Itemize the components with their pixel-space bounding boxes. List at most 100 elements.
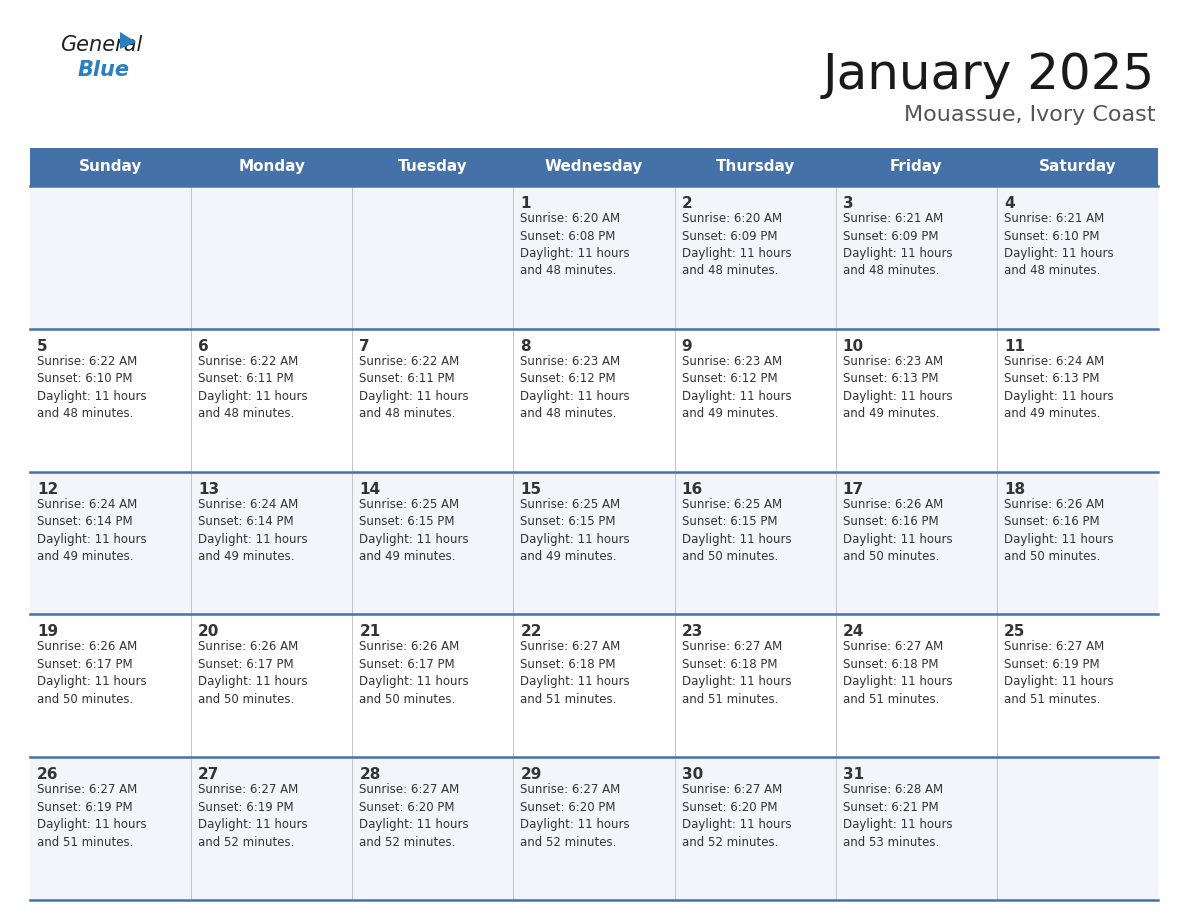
Bar bbox=[675, 614, 835, 757]
Bar bbox=[191, 329, 353, 472]
Text: 29: 29 bbox=[520, 767, 542, 782]
Text: 1: 1 bbox=[520, 196, 531, 211]
Text: Sunrise: 6:25 AM
Sunset: 6:15 PM
Daylight: 11 hours
and 49 minutes.: Sunrise: 6:25 AM Sunset: 6:15 PM Dayligh… bbox=[520, 498, 630, 563]
Text: Sunrise: 6:22 AM
Sunset: 6:11 PM
Daylight: 11 hours
and 48 minutes.: Sunrise: 6:22 AM Sunset: 6:11 PM Dayligh… bbox=[359, 354, 469, 420]
Bar bbox=[513, 148, 675, 186]
Bar bbox=[353, 614, 513, 757]
Bar bbox=[675, 757, 835, 900]
Bar bbox=[513, 329, 675, 472]
Text: Sunrise: 6:20 AM
Sunset: 6:08 PM
Daylight: 11 hours
and 48 minutes.: Sunrise: 6:20 AM Sunset: 6:08 PM Dayligh… bbox=[520, 212, 630, 277]
Bar bbox=[997, 472, 1158, 614]
Bar bbox=[835, 614, 997, 757]
Text: Sunrise: 6:26 AM
Sunset: 6:16 PM
Daylight: 11 hours
and 50 minutes.: Sunrise: 6:26 AM Sunset: 6:16 PM Dayligh… bbox=[842, 498, 953, 563]
Text: Sunrise: 6:25 AM
Sunset: 6:15 PM
Daylight: 11 hours
and 50 minutes.: Sunrise: 6:25 AM Sunset: 6:15 PM Dayligh… bbox=[682, 498, 791, 563]
Bar bbox=[191, 472, 353, 614]
Text: Saturday: Saturday bbox=[1038, 160, 1117, 174]
Bar bbox=[675, 148, 835, 186]
Text: 30: 30 bbox=[682, 767, 703, 782]
Bar bbox=[513, 472, 675, 614]
Text: 8: 8 bbox=[520, 339, 531, 353]
Text: Sunrise: 6:22 AM
Sunset: 6:10 PM
Daylight: 11 hours
and 48 minutes.: Sunrise: 6:22 AM Sunset: 6:10 PM Dayligh… bbox=[37, 354, 146, 420]
Text: 2: 2 bbox=[682, 196, 693, 211]
Bar bbox=[353, 186, 513, 329]
Text: Thursday: Thursday bbox=[715, 160, 795, 174]
Text: Sunrise: 6:27 AM
Sunset: 6:19 PM
Daylight: 11 hours
and 52 minutes.: Sunrise: 6:27 AM Sunset: 6:19 PM Dayligh… bbox=[198, 783, 308, 849]
Text: 13: 13 bbox=[198, 482, 220, 497]
Text: Blue: Blue bbox=[78, 60, 129, 80]
Text: 7: 7 bbox=[359, 339, 369, 353]
Bar bbox=[191, 757, 353, 900]
Text: Sunrise: 6:23 AM
Sunset: 6:13 PM
Daylight: 11 hours
and 49 minutes.: Sunrise: 6:23 AM Sunset: 6:13 PM Dayligh… bbox=[842, 354, 953, 420]
Bar bbox=[835, 186, 997, 329]
Bar bbox=[513, 186, 675, 329]
Text: Sunrise: 6:24 AM
Sunset: 6:13 PM
Daylight: 11 hours
and 49 minutes.: Sunrise: 6:24 AM Sunset: 6:13 PM Dayligh… bbox=[1004, 354, 1113, 420]
Text: Wednesday: Wednesday bbox=[545, 160, 643, 174]
Text: Sunrise: 6:20 AM
Sunset: 6:09 PM
Daylight: 11 hours
and 48 minutes.: Sunrise: 6:20 AM Sunset: 6:09 PM Dayligh… bbox=[682, 212, 791, 277]
Text: 27: 27 bbox=[198, 767, 220, 782]
Text: 18: 18 bbox=[1004, 482, 1025, 497]
Text: Sunrise: 6:26 AM
Sunset: 6:17 PM
Daylight: 11 hours
and 50 minutes.: Sunrise: 6:26 AM Sunset: 6:17 PM Dayligh… bbox=[359, 641, 469, 706]
Bar bbox=[353, 148, 513, 186]
Text: 23: 23 bbox=[682, 624, 703, 640]
Bar bbox=[675, 329, 835, 472]
Text: Sunrise: 6:21 AM
Sunset: 6:10 PM
Daylight: 11 hours
and 48 minutes.: Sunrise: 6:21 AM Sunset: 6:10 PM Dayligh… bbox=[1004, 212, 1113, 277]
Bar bbox=[353, 472, 513, 614]
Text: Sunrise: 6:26 AM
Sunset: 6:17 PM
Daylight: 11 hours
and 50 minutes.: Sunrise: 6:26 AM Sunset: 6:17 PM Dayligh… bbox=[198, 641, 308, 706]
Text: Sunrise: 6:24 AM
Sunset: 6:14 PM
Daylight: 11 hours
and 49 minutes.: Sunrise: 6:24 AM Sunset: 6:14 PM Dayligh… bbox=[198, 498, 308, 563]
Text: Sunrise: 6:27 AM
Sunset: 6:20 PM
Daylight: 11 hours
and 52 minutes.: Sunrise: 6:27 AM Sunset: 6:20 PM Dayligh… bbox=[520, 783, 630, 849]
Bar bbox=[30, 186, 191, 329]
Bar bbox=[835, 329, 997, 472]
Text: Sunrise: 6:26 AM
Sunset: 6:17 PM
Daylight: 11 hours
and 50 minutes.: Sunrise: 6:26 AM Sunset: 6:17 PM Dayligh… bbox=[37, 641, 146, 706]
Text: General: General bbox=[61, 35, 143, 55]
Bar bbox=[30, 148, 191, 186]
Bar bbox=[30, 472, 191, 614]
Bar bbox=[513, 614, 675, 757]
Text: 4: 4 bbox=[1004, 196, 1015, 211]
Text: 22: 22 bbox=[520, 624, 542, 640]
Bar bbox=[997, 148, 1158, 186]
Polygon shape bbox=[120, 32, 135, 49]
Bar bbox=[353, 757, 513, 900]
Text: Sunrise: 6:21 AM
Sunset: 6:09 PM
Daylight: 11 hours
and 48 minutes.: Sunrise: 6:21 AM Sunset: 6:09 PM Dayligh… bbox=[842, 212, 953, 277]
Text: Sunrise: 6:23 AM
Sunset: 6:12 PM
Daylight: 11 hours
and 48 minutes.: Sunrise: 6:23 AM Sunset: 6:12 PM Dayligh… bbox=[520, 354, 630, 420]
Text: 15: 15 bbox=[520, 482, 542, 497]
Bar bbox=[191, 186, 353, 329]
Bar bbox=[835, 757, 997, 900]
Bar bbox=[835, 472, 997, 614]
Text: Sunrise: 6:28 AM
Sunset: 6:21 PM
Daylight: 11 hours
and 53 minutes.: Sunrise: 6:28 AM Sunset: 6:21 PM Dayligh… bbox=[842, 783, 953, 849]
Text: Sunrise: 6:27 AM
Sunset: 6:18 PM
Daylight: 11 hours
and 51 minutes.: Sunrise: 6:27 AM Sunset: 6:18 PM Dayligh… bbox=[842, 641, 953, 706]
Text: 26: 26 bbox=[37, 767, 58, 782]
Bar bbox=[835, 148, 997, 186]
Bar bbox=[30, 614, 191, 757]
Text: Sunrise: 6:27 AM
Sunset: 6:20 PM
Daylight: 11 hours
and 52 minutes.: Sunrise: 6:27 AM Sunset: 6:20 PM Dayligh… bbox=[682, 783, 791, 849]
Text: Friday: Friday bbox=[890, 160, 942, 174]
Text: Sunrise: 6:27 AM
Sunset: 6:20 PM
Daylight: 11 hours
and 52 minutes.: Sunrise: 6:27 AM Sunset: 6:20 PM Dayligh… bbox=[359, 783, 469, 849]
Text: Sunday: Sunday bbox=[78, 160, 143, 174]
Text: Sunrise: 6:27 AM
Sunset: 6:18 PM
Daylight: 11 hours
and 51 minutes.: Sunrise: 6:27 AM Sunset: 6:18 PM Dayligh… bbox=[682, 641, 791, 706]
Bar bbox=[675, 186, 835, 329]
Text: 12: 12 bbox=[37, 482, 58, 497]
Text: 9: 9 bbox=[682, 339, 693, 353]
Text: 24: 24 bbox=[842, 624, 864, 640]
Text: Monday: Monday bbox=[239, 160, 305, 174]
Text: 21: 21 bbox=[359, 624, 380, 640]
Text: 5: 5 bbox=[37, 339, 48, 353]
Text: Sunrise: 6:24 AM
Sunset: 6:14 PM
Daylight: 11 hours
and 49 minutes.: Sunrise: 6:24 AM Sunset: 6:14 PM Dayligh… bbox=[37, 498, 146, 563]
Text: Sunrise: 6:23 AM
Sunset: 6:12 PM
Daylight: 11 hours
and 49 minutes.: Sunrise: 6:23 AM Sunset: 6:12 PM Dayligh… bbox=[682, 354, 791, 420]
Bar bbox=[997, 329, 1158, 472]
Text: Tuesday: Tuesday bbox=[398, 160, 468, 174]
Text: 17: 17 bbox=[842, 482, 864, 497]
Text: Sunrise: 6:22 AM
Sunset: 6:11 PM
Daylight: 11 hours
and 48 minutes.: Sunrise: 6:22 AM Sunset: 6:11 PM Dayligh… bbox=[198, 354, 308, 420]
Text: 28: 28 bbox=[359, 767, 380, 782]
Bar bbox=[191, 614, 353, 757]
Bar bbox=[997, 186, 1158, 329]
Bar bbox=[353, 329, 513, 472]
Text: Sunrise: 6:27 AM
Sunset: 6:19 PM
Daylight: 11 hours
and 51 minutes.: Sunrise: 6:27 AM Sunset: 6:19 PM Dayligh… bbox=[1004, 641, 1113, 706]
Text: 25: 25 bbox=[1004, 624, 1025, 640]
Text: Sunrise: 6:27 AM
Sunset: 6:18 PM
Daylight: 11 hours
and 51 minutes.: Sunrise: 6:27 AM Sunset: 6:18 PM Dayligh… bbox=[520, 641, 630, 706]
Text: Sunrise: 6:27 AM
Sunset: 6:19 PM
Daylight: 11 hours
and 51 minutes.: Sunrise: 6:27 AM Sunset: 6:19 PM Dayligh… bbox=[37, 783, 146, 849]
Bar bbox=[513, 757, 675, 900]
Bar bbox=[30, 757, 191, 900]
Bar bbox=[997, 614, 1158, 757]
Text: 3: 3 bbox=[842, 196, 853, 211]
